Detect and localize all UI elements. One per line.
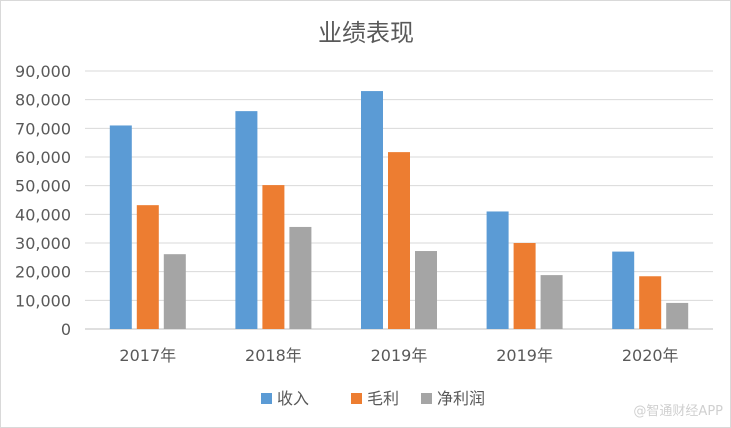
y-tick-label: 70,000	[15, 119, 71, 138]
chart-title: 业绩表现	[318, 19, 414, 47]
x-tick-label: 2019年	[496, 346, 553, 365]
x-tick-label: 2017年	[119, 346, 176, 365]
y-tick-label: 60,000	[15, 148, 71, 167]
x-tick-label: 2020年	[622, 346, 679, 365]
bar-收入-2020年	[612, 251, 635, 329]
bar-毛利-2019年	[513, 243, 536, 329]
bar-净利润-2017年	[163, 254, 186, 329]
y-tick-label: 40,000	[15, 205, 71, 224]
bar-收入-2017年	[109, 125, 132, 329]
legend-label: 净利润	[437, 389, 485, 408]
watermark: @智通财经APP	[633, 404, 723, 419]
y-tick-label: 30,000	[15, 234, 71, 253]
bar-收入-2019年	[486, 211, 509, 329]
legend-label: 毛利	[367, 389, 399, 408]
y-axis-ticks: 0 10,000 20,000 30,000 40,000 50,000 60,000 70,…	[15, 62, 71, 339]
y-tick-label: 0	[61, 320, 71, 339]
y-tick-label: 10,000	[15, 291, 71, 310]
bar-毛利-2019年	[388, 152, 410, 329]
bar-毛利-2017年	[136, 205, 159, 329]
bar-净利润-2019年	[540, 275, 563, 329]
bar-净利润-2018年	[289, 226, 312, 329]
bar-收入-2018年	[235, 111, 258, 329]
x-tick-label: 2019年	[371, 346, 428, 365]
bar-毛利-2018年	[262, 185, 285, 329]
y-tick-label: 50,000	[15, 177, 71, 196]
bar-净利润-2020年	[666, 302, 689, 329]
legend-swatch	[261, 393, 272, 404]
bars	[109, 91, 689, 329]
bar-收入-2019年	[361, 91, 383, 329]
y-tick-label: 90,000	[15, 62, 71, 81]
legend: 收入 毛利 净利润	[261, 389, 485, 408]
x-tick-label: 2018年	[245, 346, 302, 365]
legend-swatch	[351, 393, 362, 404]
bar-毛利-2020年	[639, 276, 662, 329]
y-tick-label: 80,000	[15, 91, 71, 110]
y-tick-label: 20,000	[15, 263, 71, 282]
bar-净利润-2019年	[415, 251, 437, 329]
legend-label: 收入	[277, 389, 309, 408]
x-axis-ticks: 2017年 2018年 2019年 2019年 2020年	[119, 346, 678, 365]
legend-swatch	[421, 393, 432, 404]
